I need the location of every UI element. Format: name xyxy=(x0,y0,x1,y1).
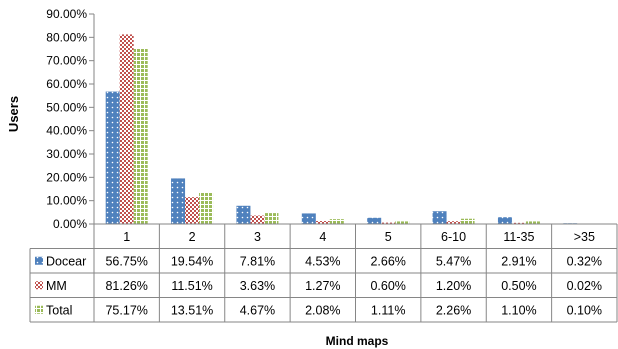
bar-docear-5 xyxy=(432,211,447,224)
bar-total-2 xyxy=(264,213,279,224)
y-tick-label: 50.00% xyxy=(46,100,87,114)
bar-mm-1 xyxy=(185,197,200,224)
bar-docear-6 xyxy=(497,217,512,224)
x-tick-label: 5 xyxy=(385,230,392,244)
bar-docear-2 xyxy=(236,205,251,224)
data-label-docear: 7.81% xyxy=(240,254,275,268)
bar-docear-4 xyxy=(367,217,382,224)
bar-mm-2 xyxy=(250,215,265,224)
bar-mm-4 xyxy=(381,222,396,224)
bar-total-4 xyxy=(395,221,410,224)
data-label-docear: 56.75% xyxy=(105,254,147,268)
data-label-total: 1.10% xyxy=(501,303,536,317)
x-tick-label: 1 xyxy=(123,230,130,244)
y-tick-label: 20.00% xyxy=(46,170,87,184)
data-label-mm: 3.63% xyxy=(240,279,275,293)
bar-total-5 xyxy=(460,218,475,224)
x-axis-title: Mind maps xyxy=(326,334,389,348)
data-label-mm: 81.26% xyxy=(105,279,147,293)
data-label-mm: 0.02% xyxy=(567,279,602,293)
y-tick-label: 0.00% xyxy=(53,217,87,231)
bar-docear-3 xyxy=(301,213,316,224)
bar-total-3 xyxy=(329,219,344,224)
bar-total-6 xyxy=(525,221,540,224)
data-label-docear: 5.47% xyxy=(436,254,471,268)
y-tick-label: 70.00% xyxy=(46,54,87,68)
data-label-docear: 2.91% xyxy=(501,254,536,268)
y-tick-label: 10.00% xyxy=(46,194,87,208)
data-table: 1 2 3 4 5 6-10 11-35 >35 Docear 56.75% 19.54% 7.81%… xyxy=(29,223,618,323)
legend-label-mm: MM xyxy=(46,279,67,293)
legend-swatch-mm xyxy=(35,281,43,290)
legend-swatch-docear xyxy=(35,256,43,265)
data-label-docear: 0.32% xyxy=(567,254,602,268)
data-label-docear: 19.54% xyxy=(171,254,213,268)
data-label-docear: 4.53% xyxy=(305,254,340,268)
bar-mm-3 xyxy=(315,221,330,224)
bar-docear-0 xyxy=(105,91,120,224)
data-label-total: 2.08% xyxy=(305,303,340,317)
data-label-total: 0.10% xyxy=(567,303,602,317)
bar-total-1 xyxy=(199,192,214,224)
y-tick-label: 30.00% xyxy=(46,147,87,161)
data-label-mm: 11.51% xyxy=(171,279,212,293)
bars-area xyxy=(105,34,606,225)
y-tick-label: 60.00% xyxy=(46,77,87,91)
y-tick-label: 80.00% xyxy=(46,30,87,44)
bar-total-0 xyxy=(133,48,148,224)
data-label-mm: 1.27% xyxy=(305,279,340,293)
bar-mm-6 xyxy=(511,222,526,224)
y-tick-label: 40.00% xyxy=(46,124,87,138)
data-label-total: 1.11% xyxy=(371,303,406,317)
bar-docear-1 xyxy=(171,178,186,224)
y-axis-title: Users xyxy=(6,96,21,132)
data-label-total: 2.26% xyxy=(436,303,471,317)
bar-mm-5 xyxy=(446,221,461,224)
data-label-total: 13.51% xyxy=(171,303,213,317)
data-label-mm: 1.20% xyxy=(436,279,471,293)
data-label-docear: 2.66% xyxy=(370,254,405,268)
legend-label-total: Total xyxy=(46,303,72,317)
bar-mm-0 xyxy=(119,34,134,224)
y-axis: 0.00% 10.00% 20.00% 30.00% 40.00% 50.00% 60.00… xyxy=(46,7,95,231)
x-tick-label: 2 xyxy=(189,230,196,244)
data-label-total: 75.17% xyxy=(105,303,147,317)
data-label-mm: 0.60% xyxy=(370,279,405,293)
data-label-total: 4.67% xyxy=(240,303,275,317)
x-tick-label: 3 xyxy=(254,230,261,244)
x-tick-label: >35 xyxy=(574,230,595,244)
x-tick-label: 4 xyxy=(319,230,326,244)
legend-swatch-total xyxy=(35,305,43,314)
x-tick-label: 6-10 xyxy=(441,230,466,244)
y-tick-label: 90.00% xyxy=(46,7,87,21)
legend-label-docear: Docear xyxy=(46,254,86,268)
data-label-mm: 0.50% xyxy=(501,279,536,293)
x-tick-label: 11-35 xyxy=(503,230,534,244)
